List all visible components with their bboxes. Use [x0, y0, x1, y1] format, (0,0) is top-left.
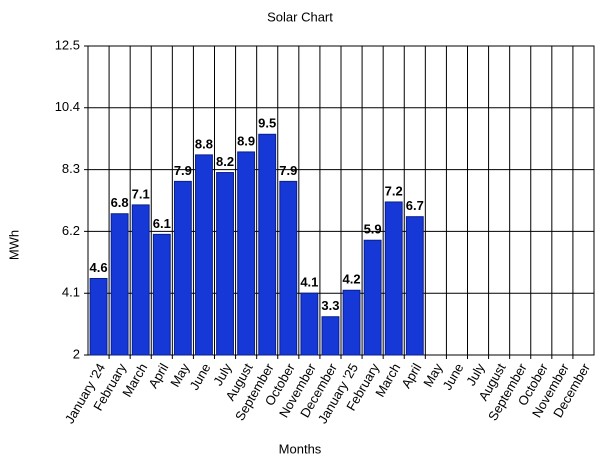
x-tick-label: April — [145, 361, 171, 391]
bar — [131, 204, 150, 356]
bar — [152, 233, 171, 356]
x-axis-title: Months — [279, 441, 322, 456]
value-label: 3.3 — [321, 298, 339, 313]
value-label: 8.9 — [237, 133, 255, 148]
value-label: 6.1 — [153, 216, 171, 231]
bar — [258, 133, 277, 356]
bar — [195, 154, 213, 356]
value-label: 8.8 — [195, 136, 213, 151]
bar — [216, 172, 234, 356]
y-tick-label: 4.1 — [62, 285, 80, 300]
bar — [173, 180, 192, 356]
bar — [384, 201, 403, 356]
y-tick-label: 6.2 — [62, 223, 80, 238]
bar — [405, 216, 424, 356]
value-label: 7.9 — [279, 163, 297, 178]
bar — [300, 292, 319, 356]
value-label: 4.2 — [343, 272, 361, 287]
y-tick-label: 10.4 — [55, 99, 80, 114]
value-label: 6.8 — [111, 195, 129, 210]
bar — [237, 151, 256, 356]
bar — [363, 239, 382, 356]
chart-title: Solar Chart — [267, 9, 333, 24]
bar — [110, 213, 129, 356]
x-tick-label: June — [186, 361, 213, 393]
value-label: 8.2 — [216, 154, 234, 169]
bar — [89, 277, 108, 356]
y-tick-label: 2 — [73, 346, 80, 361]
value-label: 7.2 — [385, 183, 403, 198]
value-label: 7.1 — [132, 186, 150, 201]
bar — [342, 289, 361, 356]
value-label: 6.7 — [406, 198, 424, 213]
y-tick-label: 12.5 — [55, 37, 80, 52]
x-tick-label: April — [398, 361, 424, 391]
value-label: 4.6 — [90, 260, 108, 275]
value-label: 4.1 — [300, 275, 318, 290]
value-label: 5.9 — [364, 222, 382, 237]
bar — [321, 316, 340, 356]
bar — [279, 180, 298, 356]
x-tick-label: June — [439, 361, 466, 393]
value-label: 7.9 — [174, 163, 192, 178]
y-tick-label: 8.3 — [62, 161, 80, 176]
value-label: 9.5 — [258, 116, 276, 131]
y-axis-title: MWh — [6, 230, 21, 260]
